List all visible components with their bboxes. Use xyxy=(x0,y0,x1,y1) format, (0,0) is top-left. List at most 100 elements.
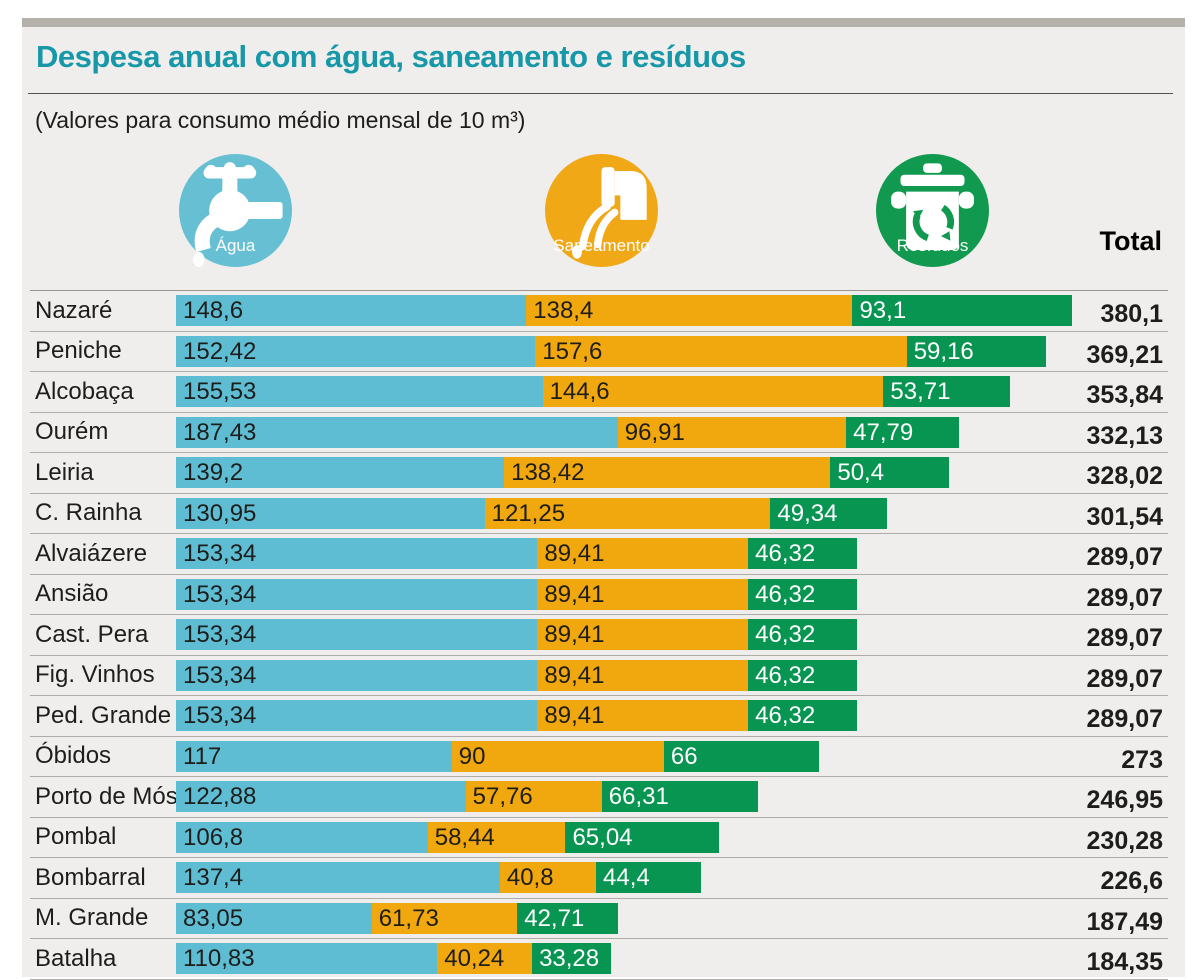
row-total: 328,02 xyxy=(1086,462,1163,490)
table-row: Fig. Vinhos 153,34 89,41 46,32 289,07 xyxy=(30,656,1168,696)
stacked-bar: 83,05 61,73 42,71 xyxy=(176,902,618,934)
stacked-bar: 130,95 121,25 49,34 xyxy=(176,497,887,529)
municipality-label: Nazaré xyxy=(35,296,113,324)
bar-segment-agua: 148,6 xyxy=(176,295,527,326)
row-total: 289,07 xyxy=(1086,543,1163,571)
table-row: Nazaré 148,6 138,4 93,1 380,1 xyxy=(30,291,1168,332)
bar-segment-saneamento: 90 xyxy=(451,740,664,772)
row-total: 301,54 xyxy=(1086,502,1163,531)
municipality-label: Leiria xyxy=(35,458,94,486)
bar-segment-agua: 187,43 xyxy=(176,416,618,448)
segment-value: 157,6 xyxy=(542,337,603,365)
segment-value: 152,42 xyxy=(183,337,257,365)
segment-value: 138,4 xyxy=(533,297,594,324)
row-total: 289,07 xyxy=(1086,583,1163,612)
bar-segment-residuos: 33,28 xyxy=(532,943,611,974)
municipality-label: Batalha xyxy=(35,944,117,972)
row-total: 289,07 xyxy=(1086,705,1163,733)
segment-value: 46,32 xyxy=(755,621,816,648)
bar-segment-agua: 117 xyxy=(176,740,452,772)
segment-value: 93,1 xyxy=(859,297,907,324)
table-row: Pombal 106,8 58,44 65,04 230,28 xyxy=(30,818,1168,858)
municipality-label: Alcobaça xyxy=(35,377,134,405)
row-total: 369,21 xyxy=(1086,340,1163,369)
bar-segment-saneamento: 89,41 xyxy=(537,619,749,650)
bar-segment-residuos: 93,1 xyxy=(852,295,1072,326)
stacked-bar: 153,34 89,41 46,32 xyxy=(176,578,858,610)
bar-segment-saneamento: 40,8 xyxy=(499,862,596,893)
table-row: Ansião 153,34 89,41 46,32 289,07 xyxy=(30,575,1168,615)
row-total: 226,6 xyxy=(1100,867,1163,895)
segment-value: 89,41 xyxy=(544,702,605,729)
table-row: Peniche 152,42 157,6 59,16 369,21 xyxy=(30,332,1168,372)
bar-segment-residuos: 53,71 xyxy=(883,376,1010,407)
segment-value: 130,95 xyxy=(183,499,257,527)
segment-value: 89,41 xyxy=(544,621,605,648)
bar-segment-residuos: 46,32 xyxy=(748,700,858,731)
bar-segment-residuos: 49,34 xyxy=(770,497,887,529)
bar-segment-agua: 153,34 xyxy=(176,619,538,650)
segment-value: 106,8 xyxy=(183,823,244,851)
row-total: 353,84 xyxy=(1086,381,1163,409)
municipality-label: Porto de Mós xyxy=(35,782,178,810)
row-total: 289,07 xyxy=(1086,624,1163,652)
bar-segment-residuos: 66,31 xyxy=(601,781,759,812)
segment-value: 46,32 xyxy=(755,540,816,567)
legend-label-agua: Água xyxy=(215,236,256,255)
segment-value: 40,8 xyxy=(506,864,554,891)
table-row: Ourém 187,43 96,91 47,79 332,13 xyxy=(30,413,1168,453)
bar-segment-saneamento: 157,6 xyxy=(535,335,907,367)
municipality-label: Ourém xyxy=(35,418,109,446)
bar-segment-agua: 155,53 xyxy=(176,376,543,407)
segment-value: 187,43 xyxy=(183,418,257,446)
segment-value: 57,76 xyxy=(472,783,533,810)
bar-segment-saneamento: 89,41 xyxy=(537,659,749,691)
table-row: Ped. Grande 153,34 89,41 46,32 289,07 xyxy=(30,696,1168,737)
row-total: 187,49 xyxy=(1086,907,1163,936)
municipality-label: Fig. Vinhos xyxy=(35,661,155,689)
sewage-pipe-icon xyxy=(572,167,647,259)
bar-segment-residuos: 46,32 xyxy=(748,659,858,691)
segment-value: 53,71 xyxy=(890,378,951,405)
segment-value: 90 xyxy=(458,742,486,770)
segment-value: 61,73 xyxy=(378,904,439,932)
bar-segment-agua: 122,88 xyxy=(176,781,466,812)
total-column-header: Total xyxy=(1099,226,1163,256)
municipality-label: Pombal xyxy=(35,823,117,851)
bar-segment-residuos: 65,04 xyxy=(565,821,719,853)
bar-segment-saneamento: 121,25 xyxy=(484,497,771,529)
stacked-bar: 187,43 96,91 47,79 xyxy=(176,416,959,448)
segment-value: 46,32 xyxy=(755,580,816,608)
row-total: 332,13 xyxy=(1086,421,1163,450)
bar-segment-saneamento: 89,41 xyxy=(537,538,749,569)
stacked-bar: 148,6 138,4 93,1 xyxy=(176,295,1072,326)
table-row: Leiria 139,2 138,42 50,4 328,02 xyxy=(30,453,1168,494)
municipality-label: C. Rainha xyxy=(35,499,142,527)
bar-segment-saneamento: 57,76 xyxy=(465,781,602,812)
recycle-bin-icon xyxy=(891,163,974,251)
segment-value: 155,53 xyxy=(183,378,257,405)
bar-segment-residuos: 46,32 xyxy=(748,619,858,650)
bar-segment-agua: 139,2 xyxy=(176,457,505,488)
bar-segment-residuos: 44,4 xyxy=(596,862,701,893)
stacked-bar: 153,34 89,41 46,32 xyxy=(176,538,858,569)
table-row: Alcobaça 155,53 144,6 53,71 353,84 xyxy=(30,372,1168,413)
segment-value: 66 xyxy=(670,742,698,770)
table-row: Porto de Mós 122,88 57,76 66,31 246,95 xyxy=(30,777,1168,818)
stacked-bar: 106,8 58,44 65,04 xyxy=(176,821,719,853)
segment-value: 153,34 xyxy=(183,540,257,567)
chart-subtitle: (Valores para consumo médio mensal de 10… xyxy=(35,107,526,133)
segment-value: 58,44 xyxy=(434,823,495,851)
bar-segment-saneamento: 58,44 xyxy=(427,821,566,853)
segment-value: 42,71 xyxy=(524,904,585,932)
legend-item-residuos: Resíduos xyxy=(876,154,989,267)
bar-segment-residuos: 46,32 xyxy=(748,538,858,569)
bar-segment-saneamento: 61,73 xyxy=(371,902,518,934)
segment-value: 47,79 xyxy=(853,418,914,446)
table-row: Alvaiázere 153,34 89,41 46,32 289,07 xyxy=(30,534,1168,575)
municipality-label: Ped. Grande xyxy=(35,701,172,729)
bar-segment-agua: 152,42 xyxy=(176,335,536,367)
bar-segment-saneamento: 40,24 xyxy=(437,943,533,974)
stacked-bar: 110,83 40,24 33,28 xyxy=(176,943,611,974)
stacked-bar: 155,53 144,6 53,71 xyxy=(176,376,1010,407)
